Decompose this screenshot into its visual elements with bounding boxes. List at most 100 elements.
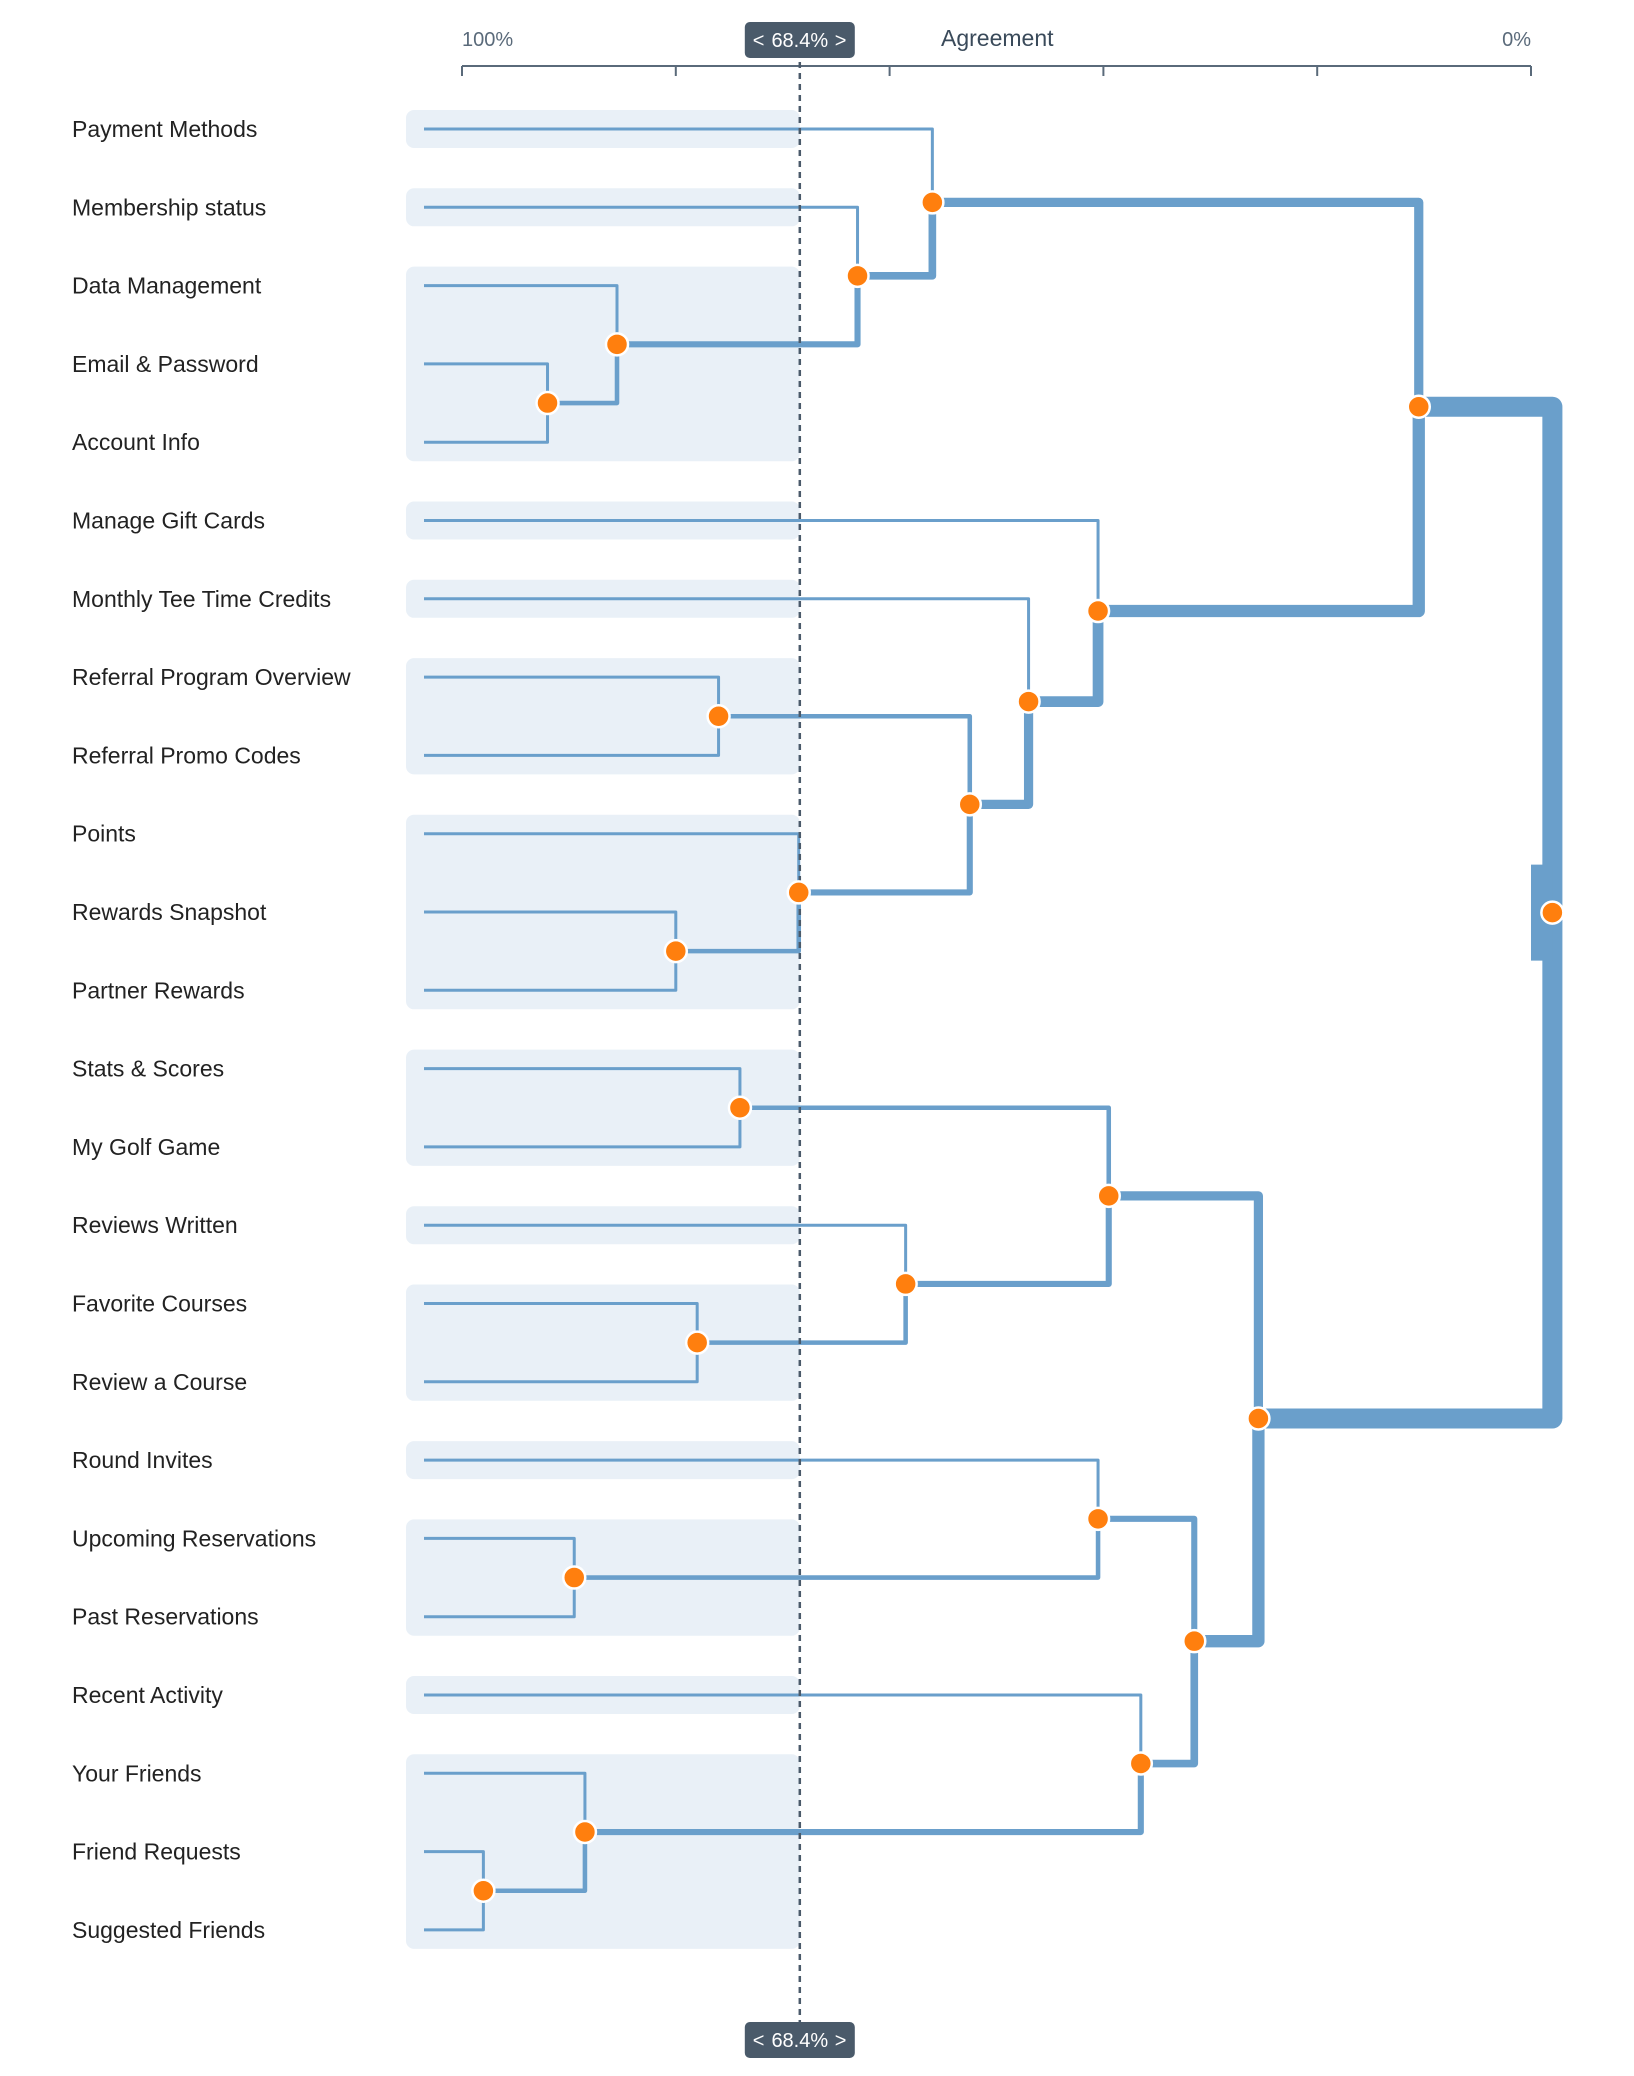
dendrogram-link	[424, 1693, 1143, 1764]
merge-node[interactable]	[1016, 689, 1041, 714]
merge-node[interactable]	[1085, 1506, 1111, 1532]
threshold-increase-arrow-top[interactable]: >	[835, 30, 847, 52]
dendrogram-link	[547, 344, 620, 406]
dendrogram-link	[424, 1850, 485, 1891]
dendrogram-link	[424, 362, 550, 404]
dendrogram-link	[1098, 1515, 1198, 1642]
merge-node[interactable]	[1540, 900, 1565, 925]
threshold-badge-top-bg[interactable]	[744, 22, 855, 58]
leaf-label: Manage Gift Cards	[72, 508, 265, 534]
dendrogram-link	[1140, 1641, 1199, 1768]
dendrogram-link	[697, 1283, 908, 1345]
dendrogram-link	[574, 1518, 1101, 1580]
leaf-label: Email & Password	[72, 351, 259, 377]
axis-tick-label-min: 0%	[1502, 29, 1531, 51]
dendrogram-link	[424, 127, 934, 203]
leaf-label: Recent Activity	[72, 1682, 223, 1708]
leaf-label: Membership status	[72, 194, 266, 220]
merge-node[interactable]	[1246, 1406, 1271, 1431]
merge-node[interactable]	[786, 880, 811, 905]
merge-node[interactable]	[1096, 1183, 1121, 1209]
dendrogram-link	[424, 519, 1100, 612]
dendrogram-link	[617, 275, 861, 348]
dendrogram-link	[1028, 611, 1104, 707]
cluster-band	[406, 1284, 800, 1401]
dendrogram-link	[739, 1105, 1112, 1196]
leaf-label: Reviews Written	[72, 1212, 238, 1238]
dendrogram-link	[424, 910, 678, 952]
merge-node[interactable]	[1085, 598, 1111, 624]
leaf-label: Data Management	[72, 273, 262, 299]
leaf-label: Friend Requests	[72, 1839, 241, 1865]
threshold-value-top: 68.4%	[771, 30, 828, 52]
merge-node[interactable]	[1182, 1628, 1207, 1654]
dendrogram-link	[424, 403, 550, 444]
dendrogram-link	[424, 1458, 1100, 1519]
dendrogram-link	[905, 1195, 1112, 1287]
dendrogram-link	[424, 1302, 699, 1343]
dendrogram-link	[857, 202, 937, 280]
agreement-axis: 100% 0% Agreement	[461, 25, 1532, 76]
axis-title: Agreement	[941, 25, 1054, 51]
dendrogram-link	[424, 675, 721, 717]
dendrogram-link	[424, 1771, 587, 1833]
merge-node[interactable]	[471, 1878, 496, 1903]
leaf-label: Rewards Snapshot	[72, 899, 267, 925]
merge-node[interactable]	[706, 704, 731, 729]
threshold-control[interactable]: < 68.4% > < 68.4% >	[744, 22, 855, 2058]
threshold-badge-bottom-bg[interactable]	[744, 2022, 855, 2058]
threshold-badge-top[interactable]: < 68.4% >	[744, 22, 855, 58]
threshold-decrease-arrow-top[interactable]: <	[753, 30, 765, 52]
leaf-label: Your Friends	[72, 1760, 202, 1786]
leaf-label: Favorite Courses	[72, 1291, 247, 1317]
merge-node[interactable]	[663, 938, 689, 964]
cluster-band	[406, 1049, 800, 1166]
dendrogram-link	[424, 1890, 485, 1932]
dendrogram-link	[584, 1763, 1144, 1836]
cluster-band	[406, 658, 800, 775]
leaf-label: Round Invites	[72, 1447, 213, 1473]
threshold-value-bottom: 68.4%	[771, 2030, 828, 2052]
leaf-label: Stats & Scores	[72, 1056, 224, 1082]
leaf-label: My Golf Game	[72, 1134, 220, 1160]
leaf-label: Monthly Tee Time Credits	[72, 586, 331, 612]
leaf-label: Points	[72, 821, 136, 847]
merge-node[interactable]	[604, 332, 630, 357]
threshold-decrease-arrow-bottom[interactable]: <	[753, 2030, 765, 2052]
dendrogram-link	[424, 1223, 908, 1284]
dendrogram-link	[424, 951, 678, 992]
dendrogram-link	[424, 716, 721, 757]
dendrogram-link	[1258, 912, 1563, 1429]
merge-node[interactable]	[535, 390, 560, 416]
cluster-bands	[406, 110, 800, 1949]
merge-node[interactable]	[920, 190, 945, 215]
merge-node[interactable]	[684, 1330, 710, 1355]
merge-node[interactable]	[561, 1565, 587, 1590]
dendrogram-link	[424, 1577, 576, 1619]
merge-node[interactable]	[1406, 394, 1432, 419]
cluster-band	[406, 1754, 800, 1949]
dendrogram-link	[424, 1342, 699, 1384]
dendrogram-link	[798, 804, 973, 896]
merge-node[interactable]	[845, 263, 870, 289]
merge-node[interactable]	[893, 1271, 918, 1297]
dendrogram-link	[424, 284, 619, 345]
threshold-increase-arrow-bottom[interactable]: >	[835, 2030, 847, 2052]
dendrogram-link	[1194, 1418, 1265, 1648]
dendrogram-link	[718, 713, 973, 805]
merge-node[interactable]	[1128, 1751, 1154, 1776]
threshold-badge-bottom[interactable]: < 68.4% >	[744, 2022, 855, 2058]
leaf-label: Referral Promo Codes	[72, 742, 301, 768]
dendrogram-link	[424, 1067, 742, 1108]
leaf-label: Account Info	[72, 429, 200, 455]
dendrogram-link	[424, 597, 1031, 702]
merge-node[interactable]	[957, 792, 983, 817]
dendrogram-link	[932, 197, 1424, 407]
dendrogram-link	[1098, 406, 1425, 618]
cluster-band	[406, 266, 800, 462]
dendrogram-link	[1108, 1191, 1264, 1419]
leaf-label: Partner Rewards	[72, 977, 245, 1003]
merge-node[interactable]	[572, 1819, 598, 1845]
merge-node[interactable]	[727, 1095, 753, 1120]
